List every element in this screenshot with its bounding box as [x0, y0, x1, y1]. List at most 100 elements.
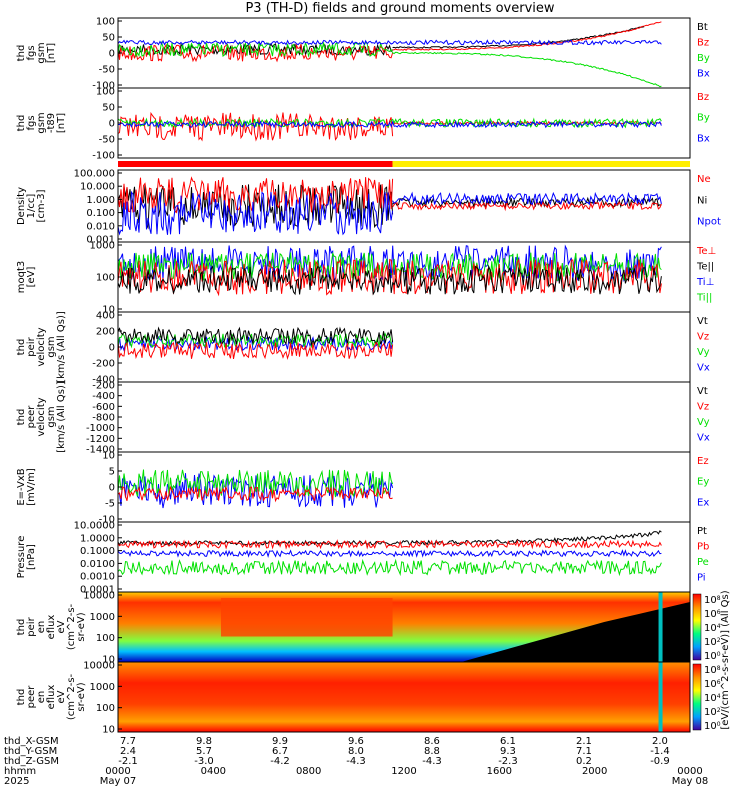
colorbar-tick: 108: [704, 595, 721, 606]
series-line: [117, 190, 662, 236]
legend-entry: Pb: [697, 542, 709, 553]
panel-2: 100 50 0 -50 -100 thd fgs gsm -t89 [nT] Bz By Bx: [16, 87, 710, 162]
legend-entry: Vz: [697, 332, 709, 343]
mode-bar-segment: [392, 161, 690, 167]
legend-entry: Bx: [697, 133, 710, 144]
ephemeris-y-value: 5.7: [196, 746, 212, 757]
x-tick-label: 0400: [201, 766, 226, 777]
y-tick-label: 50: [102, 33, 115, 44]
legend-entry: Bx: [697, 69, 710, 80]
series-line: [117, 119, 662, 129]
y-tick-label: 0.0001: [80, 585, 115, 596]
y-tick-label: 10000: [83, 591, 115, 602]
y-axis-label: peir: [26, 616, 37, 636]
legend-entry: By: [697, 53, 710, 64]
legend-entry: Vz: [697, 402, 709, 413]
y-tick-label: -400: [92, 375, 115, 386]
y-tick-label: -200: [92, 359, 115, 370]
y-axis-label: gsm: [46, 406, 57, 427]
y-tick-label: 0.001: [86, 235, 115, 246]
mode-bar-segment: [118, 161, 393, 167]
x-tick-label: 1600: [487, 766, 512, 777]
legend-entry: Vx: [697, 433, 710, 444]
colorbar-tick: 104: [704, 623, 721, 634]
y-tick-label: 100: [96, 633, 115, 644]
y-axis-label: (cm^2-s-: [66, 673, 77, 720]
y-axis-label: gsm: [46, 336, 57, 357]
legend-entry: Ni: [697, 195, 707, 206]
y-tick-label: 200: [96, 327, 115, 338]
y-tick-label: -400: [92, 391, 115, 402]
panel-1: 100 50 0 -50 -100 thd fgs gsm [nT] Bt Bz By Bx: [16, 17, 710, 92]
colorbar: [692, 593, 702, 661]
y-axis-label: eflux: [46, 685, 57, 710]
series-line: [117, 558, 662, 577]
ephemeris-row-label: thd_Z-GSM: [4, 756, 59, 767]
y-axis-label: gsm: [36, 112, 47, 133]
legend-entry: Pt: [697, 526, 707, 537]
y-axis-label: (cm^2-s-: [66, 603, 77, 650]
y-tick-label: 100: [96, 273, 115, 284]
spectrogram-band: [220, 598, 393, 637]
legend-entry: Te⊥: [696, 246, 716, 257]
y-tick-label: 0: [109, 119, 115, 130]
y-tick-label: 10: [102, 451, 115, 462]
panel-frame: [117, 381, 691, 453]
panel-4: 1000 100 10 moqt3 [eV] Te⊥ Te|| Ti⊥ Ti||: [16, 241, 716, 316]
y-axis-label: Density: [16, 187, 27, 225]
ephemeris-y-value: 2.4: [120, 746, 136, 757]
panel-10: 10000 1000 100 10 thd peer en eflux eV (cm^2-s-sr…: [16, 661, 721, 736]
series-line: [117, 39, 662, 46]
y-axis-label: en: [36, 691, 47, 704]
colorbar-tick: 106: [704, 679, 721, 690]
y-tick-label: 1000: [90, 682, 115, 693]
y-tick-label: 10: [102, 725, 115, 736]
ephemeris-z-value: -2.3: [498, 756, 518, 767]
ephemeris-y-value: 7.1: [576, 746, 592, 757]
y-axis-label: gsm: [36, 42, 47, 63]
legend-entry: Vt: [697, 386, 708, 397]
y-axis-label: eV: [56, 690, 67, 703]
x-tick-label: 0000: [105, 766, 130, 777]
ephemeris-y-value: 9.3: [500, 746, 516, 757]
legend-entry: Ti⊥: [696, 277, 714, 288]
ephemeris-x-value: 9.8: [196, 736, 212, 747]
y-tick-label: -50: [99, 65, 115, 76]
y-axis-label: E=-VxB: [16, 468, 27, 505]
legend-entry: By: [697, 113, 710, 124]
y-tick-label: -600: [92, 402, 115, 413]
ephemeris-row-label: thd_X-GSM: [4, 736, 59, 747]
panel-9: 10000 1000 100 10 thd peir en eflux eV (cm^2-s-sr…: [16, 591, 721, 666]
ephemeris-z-value: -4.2: [270, 756, 290, 767]
legend-entry: Ne: [697, 174, 711, 185]
y-tick-label: 0: [109, 343, 115, 354]
y-tick-label: 100.000: [74, 169, 115, 180]
legend-entry: Vx: [697, 363, 710, 374]
x-date-label: May 08: [672, 776, 709, 787]
y-tick-label: 10: [102, 655, 115, 666]
y-axis-label: Pressure: [16, 536, 27, 579]
y-axis-label: thd: [16, 45, 27, 62]
y-tick-label: 10.000: [80, 182, 115, 193]
y-axis-label: peer: [26, 405, 37, 429]
y-axis-label: velocity: [36, 327, 47, 366]
colorbar-tick: 100: [704, 721, 721, 732]
legend-entry: Te||: [696, 262, 714, 273]
y-axis-label: [eV]: [26, 267, 37, 288]
y-axis-label: thd: [16, 339, 27, 356]
y-tick-label: 100: [96, 17, 115, 28]
x-tick-label: 1200: [391, 766, 416, 777]
ephemeris-z-value: -0.9: [650, 756, 670, 767]
legend-entry: Pi: [697, 573, 706, 584]
y-axis-label: sr-eV): [76, 612, 87, 641]
y-axis-label: 1/cc]: [26, 194, 37, 219]
y-tick-label: -5: [105, 499, 115, 510]
legend-entry: Bz: [697, 92, 709, 103]
ephemeris-z-value: -2.1: [118, 756, 138, 767]
legend-entry: Ti||: [696, 293, 712, 304]
x-date-label: May 07: [100, 776, 137, 787]
x-tick-label: 0000: [677, 766, 702, 777]
colorbar: [692, 663, 702, 731]
